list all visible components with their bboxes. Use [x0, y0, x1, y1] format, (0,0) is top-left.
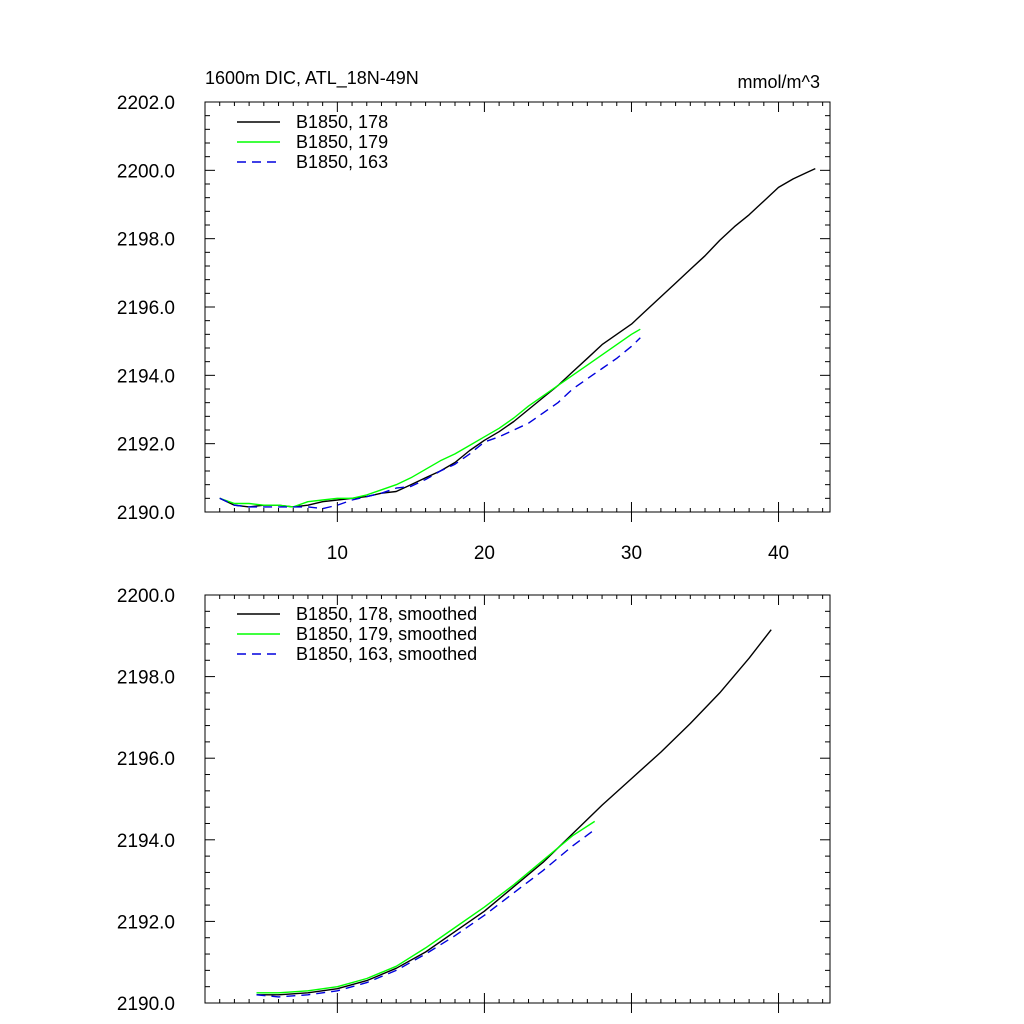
series-line [219, 337, 641, 510]
x-tick-label: 40 [768, 543, 789, 564]
y-tick-label: 2198.0 [117, 230, 175, 251]
x-tick-label: 10 [327, 543, 348, 564]
series-line [256, 820, 596, 994]
y-tick-label: 2192.0 [117, 912, 175, 933]
y-tick-label: 2194.0 [117, 831, 175, 852]
y-tick-label: 2202.0 [117, 93, 175, 114]
series-line [219, 167, 816, 508]
y-tick-label: 2190.0 [117, 503, 175, 524]
legend-label: B1850, 179, smoothed [296, 624, 477, 644]
y-tick-label: 2196.0 [117, 298, 175, 319]
y-tick-label: 2196.0 [117, 749, 175, 770]
bottom-panel: 2190.0 2192.0 2194.0 2196.0 2198.0 2200.0 B185… [117, 586, 831, 1015]
series-line [219, 328, 641, 508]
legend-label: B1850, 163, smoothed [296, 644, 477, 664]
units-label: mmol/m^3 [738, 72, 820, 92]
series-line [256, 629, 772, 996]
legend-label: B1850, 179 [296, 132, 388, 152]
x-tick-label: 30 [621, 543, 642, 564]
y-tick-label: 2192.0 [117, 435, 175, 456]
y-tick-label: 2190.0 [117, 994, 175, 1015]
legend-label: B1850, 163 [296, 152, 388, 172]
y-tick-label: 2200.0 [117, 586, 175, 607]
y-tick-label: 2194.0 [117, 366, 175, 387]
x-tick-label: 20 [474, 543, 495, 564]
plot-frame [204, 594, 831, 1004]
y-tick-label: 2198.0 [117, 668, 175, 689]
legend-label: B1850, 178, smoothed [296, 604, 477, 624]
top-panel: 10 20 30 40 2190.0 2192.0 2194.0 2196.0 2198.0 22… [117, 68, 831, 564]
series-line [256, 829, 596, 998]
y-tick-label: 2200.0 [117, 161, 175, 182]
chart-title: 1600m DIC, ATL_18N-49N [205, 68, 419, 89]
legend-label: B1850, 178 [296, 112, 388, 132]
